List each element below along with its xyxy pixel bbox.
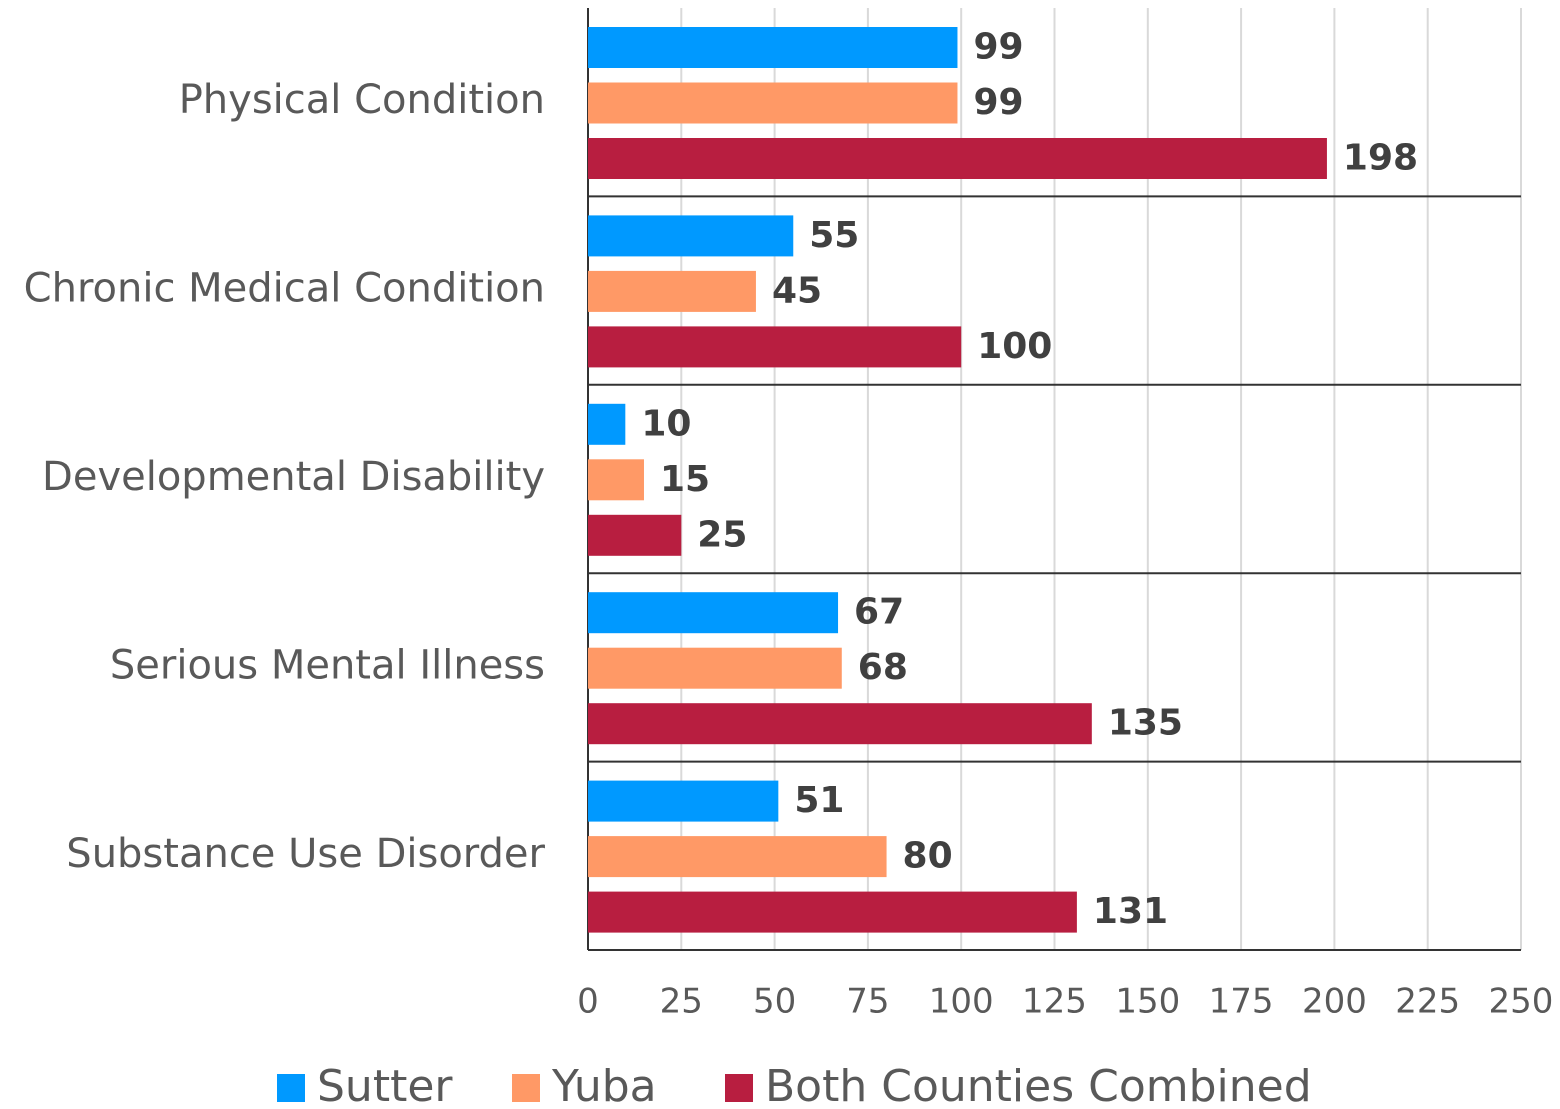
value-label: 100 <box>977 326 1052 367</box>
legend-swatch <box>725 1074 753 1102</box>
x-tick-label: 200 <box>1302 982 1367 1022</box>
bar <box>588 270 756 312</box>
value-label: 80 <box>903 836 953 877</box>
value-label: 198 <box>1343 138 1418 179</box>
category-label: Substance Use Disorder <box>66 831 545 877</box>
x-tick-label: 0 <box>577 982 599 1022</box>
bar <box>588 514 682 556</box>
legend-swatch <box>512 1074 540 1102</box>
value-label: 135 <box>1108 703 1183 744</box>
x-tick-label: 100 <box>929 982 994 1022</box>
value-label: 25 <box>697 514 747 555</box>
value-label: 45 <box>772 270 822 311</box>
bar <box>588 215 794 257</box>
x-tick-label: 50 <box>753 982 796 1022</box>
category-label: Developmental Disability <box>42 454 545 500</box>
bar <box>588 82 958 124</box>
value-label: 10 <box>641 403 691 444</box>
bar <box>588 459 644 501</box>
legend-label: Yuba <box>551 1061 657 1109</box>
bar <box>588 703 1092 745</box>
value-label: 51 <box>794 780 844 821</box>
bar <box>588 592 839 634</box>
x-tick-label: 25 <box>660 982 703 1022</box>
x-tick-label: 250 <box>1489 982 1554 1022</box>
x-tick-label: 75 <box>846 982 889 1022</box>
bar <box>588 27 958 68</box>
value-label: 68 <box>858 647 908 688</box>
value-label: 99 <box>973 82 1023 123</box>
bar <box>588 138 1327 179</box>
bar <box>588 780 779 822</box>
x-tick-label: 225 <box>1395 982 1460 1022</box>
x-tick-label: 150 <box>1115 982 1180 1022</box>
category-label: Physical Condition <box>179 77 545 123</box>
x-tick-label: 125 <box>1022 982 1087 1022</box>
bar <box>588 403 626 445</box>
legend-label: Both Counties Combined <box>765 1061 1312 1109</box>
value-label: 55 <box>809 215 859 256</box>
bar <box>588 891 1077 933</box>
bar <box>588 326 962 368</box>
category-label: Chronic Medical Condition <box>24 266 545 312</box>
legend-swatch <box>277 1074 305 1102</box>
bar <box>588 647 842 689</box>
value-label: 15 <box>660 459 710 500</box>
legend-label: Sutter <box>317 1061 453 1109</box>
bar <box>588 836 887 878</box>
x-tick-label: 175 <box>1209 982 1274 1022</box>
value-label: 99 <box>973 27 1023 68</box>
category-label: Serious Mental Illness <box>110 642 545 688</box>
value-label: 67 <box>854 592 904 633</box>
value-label: 131 <box>1093 891 1168 932</box>
